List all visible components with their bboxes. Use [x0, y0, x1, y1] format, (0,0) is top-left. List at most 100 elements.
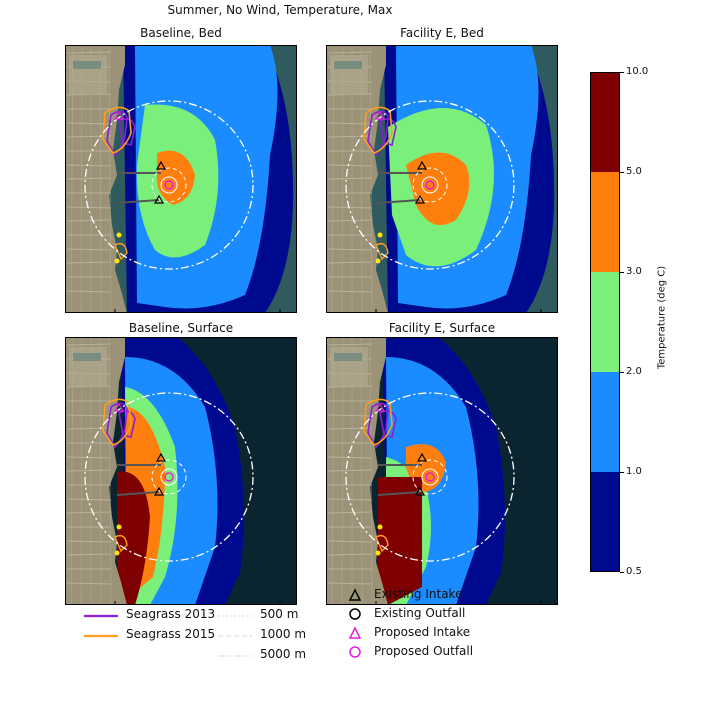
ring-1000m: [151, 167, 187, 203]
existing-intake-marker: [414, 194, 426, 204]
road-line: [66, 343, 112, 346]
legend-label: 5000 m: [260, 647, 307, 661]
colorbar-level-3: [590, 172, 620, 272]
seagrass-2013-outline: [106, 110, 136, 157]
proposed-intake-marker: [374, 110, 386, 120]
panel-frame: [65, 337, 297, 605]
road-line: [66, 51, 112, 54]
legend-markers: Existing Intake Existing Outfall Proposed …: [348, 585, 548, 685]
road-line: [369, 45, 373, 313]
ring-1000m: [412, 167, 448, 203]
legend-circle: [349, 646, 361, 658]
colorbar-tick-label: 10.0: [626, 66, 649, 77]
road-line: [66, 498, 112, 501]
legend-marker: [348, 588, 362, 601]
road-line: [66, 456, 112, 459]
existing-intake-marker: [153, 486, 165, 496]
road-line: [369, 337, 373, 605]
panel-frame: [326, 337, 558, 605]
seagrass-2015-outline: [363, 106, 393, 154]
road-line: [66, 540, 112, 543]
marina-basin: [334, 353, 362, 361]
road-line: [108, 45, 112, 313]
legend-lines: Seagrass 2013 Seagrass 2015 500 m 1000 m 500…: [80, 603, 320, 673]
colorbar-tick-mark: [620, 172, 624, 173]
panel-title-baseline-surface: Baseline, Surface: [128, 321, 234, 335]
legend-label: 500 m: [260, 607, 299, 621]
panel-frame: [65, 45, 297, 313]
proposed-outfall-marker: [425, 472, 435, 482]
legend-triangle: [348, 626, 362, 639]
colorbar-tick-mark: [620, 372, 624, 373]
road-line: [327, 248, 373, 251]
existing-intake-marker: [155, 452, 167, 462]
legend-swatch: [218, 635, 252, 637]
plume-level-3: [156, 150, 195, 205]
panel-title-baseline-bed: Baseline, Bed: [140, 26, 222, 40]
pipe: [116, 491, 160, 496]
legend-marker: [349, 608, 361, 620]
legend-swatch: [84, 634, 118, 638]
legend-triangle: [348, 588, 362, 601]
panel-frame: [326, 45, 558, 313]
colorbar-tick-mark: [620, 72, 624, 73]
marina-basin: [334, 61, 362, 69]
proposed-outfall-marker: [164, 472, 174, 482]
road-line: [327, 498, 373, 501]
road-line: [327, 206, 373, 209]
seagrass-2015-outline: [375, 534, 389, 553]
colorbar-tick-mark: [620, 572, 624, 573]
marina-basin: [73, 353, 101, 361]
colorbar-level-1: [590, 372, 620, 472]
plume-level-4: [378, 477, 422, 605]
road-line: [327, 469, 373, 472]
proposed-intake-marker: [374, 402, 386, 412]
colorbar-level-2: [590, 272, 620, 372]
ring-1000m: [412, 459, 448, 495]
colorbar-frame: [590, 72, 620, 572]
colorbar-tick-label: 0.5: [626, 566, 642, 577]
yellow-marker: [377, 524, 383, 530]
colorbar: [590, 72, 620, 572]
map-panel-facility-bed: [326, 45, 558, 313]
legend-label: Seagrass 2013: [126, 607, 216, 621]
road-line: [327, 553, 373, 556]
seagrass-2015-outline: [102, 106, 132, 154]
road-line: [327, 261, 373, 264]
yellow-marker: [114, 258, 120, 264]
road-line: [108, 337, 112, 605]
colorbar-label: Temperature (deg C): [656, 265, 668, 370]
legend-label: Existing Intake: [374, 587, 463, 601]
seagrass-2013-outline: [367, 402, 397, 449]
map-panel-baseline-bed: [65, 45, 297, 313]
colorbar-tick-label: 2.0: [626, 366, 642, 377]
seagrass-2015-outline: [114, 534, 128, 553]
colorbar-level-4: [590, 72, 620, 172]
road-line: [66, 164, 112, 167]
colorbar-level-0: [590, 472, 620, 572]
legend-label: Seagrass 2015: [126, 627, 216, 641]
road-line: [327, 177, 373, 180]
road-line: [327, 456, 373, 459]
road-line: [327, 540, 373, 543]
legend-circle: [349, 608, 361, 620]
yellow-marker: [116, 524, 122, 530]
yellow-marker: [377, 232, 383, 238]
map-panel-baseline-surface: [65, 337, 297, 605]
road-line: [66, 177, 112, 180]
pipe: [116, 199, 160, 204]
panel-title-facility-surface: Facility E, Surface: [388, 321, 496, 335]
pipe: [377, 491, 421, 496]
legend-label: Proposed Outfall: [374, 644, 474, 658]
proposed-outfall-marker: [164, 180, 174, 190]
existing-intake-marker: [155, 160, 167, 170]
seagrass-2013-outline: [367, 110, 397, 157]
colorbar-tick-label: 5.0: [626, 166, 642, 177]
legend-label: Proposed Intake: [374, 625, 471, 639]
proposed-intake-marker: [113, 402, 125, 412]
road-line: [66, 261, 112, 264]
legend-swatch: [218, 655, 252, 657]
existing-intake-marker: [416, 452, 428, 462]
legend-swatch: [84, 614, 118, 618]
yellow-marker: [375, 550, 381, 556]
